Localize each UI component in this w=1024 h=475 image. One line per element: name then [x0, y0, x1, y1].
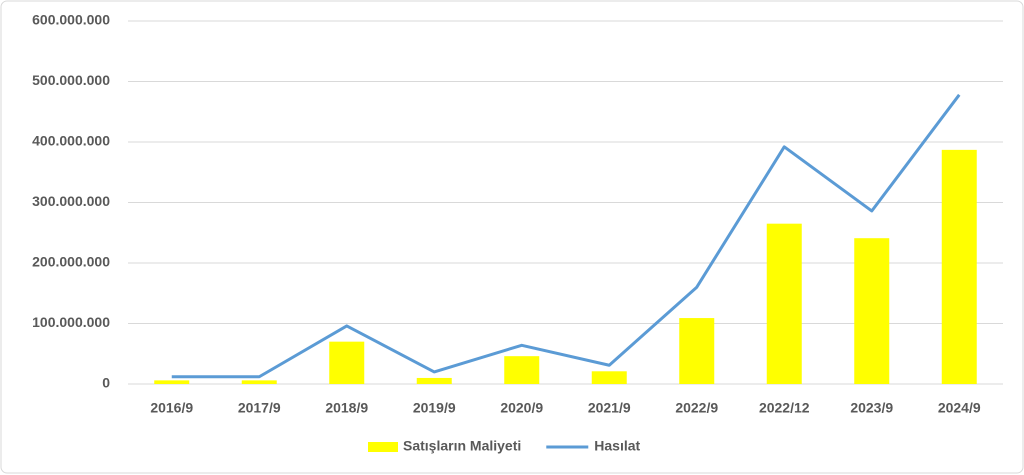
- bar: [591, 371, 627, 384]
- x-tick-label: 2020/9: [500, 400, 543, 416]
- x-tick-label: 2016/9: [150, 400, 193, 416]
- bar: [329, 341, 365, 384]
- x-tick-label: 2017/9: [238, 400, 281, 416]
- bar: [679, 318, 715, 384]
- x-tick-label: 2019/9: [413, 400, 456, 416]
- bar: [766, 223, 802, 384]
- x-tick-label: 2024/9: [938, 400, 981, 416]
- line: [171, 93, 961, 379]
- x-tick-label: 2022/12: [759, 400, 810, 416]
- y-tick-label: 100.000.000: [32, 314, 110, 330]
- bar: [241, 380, 277, 384]
- y-tick-label: 500.000.000: [32, 72, 110, 88]
- bar: [854, 238, 890, 384]
- x-tick-label: 2022/9: [675, 400, 718, 416]
- y-tick-label: 600.000.000: [32, 12, 110, 28]
- x-tick-label: 2023/9: [850, 400, 893, 416]
- legend-label: Satışların Maliyeti: [403, 438, 521, 454]
- x-tick-label: 2018/9: [325, 400, 368, 416]
- legend-label: Hasılat: [594, 438, 640, 454]
- bar: [504, 356, 540, 384]
- legend-swatch: [368, 442, 398, 452]
- x-tick-label: 2021/9: [588, 400, 631, 416]
- bar: [941, 149, 977, 384]
- y-tick-label: 200.000.000: [32, 254, 110, 270]
- bar: [154, 380, 190, 384]
- y-tick-label: 0: [102, 375, 110, 391]
- bar: [416, 377, 452, 384]
- y-tick-label: 300.000.000: [32, 193, 110, 209]
- y-tick-label: 400.000.000: [32, 133, 110, 149]
